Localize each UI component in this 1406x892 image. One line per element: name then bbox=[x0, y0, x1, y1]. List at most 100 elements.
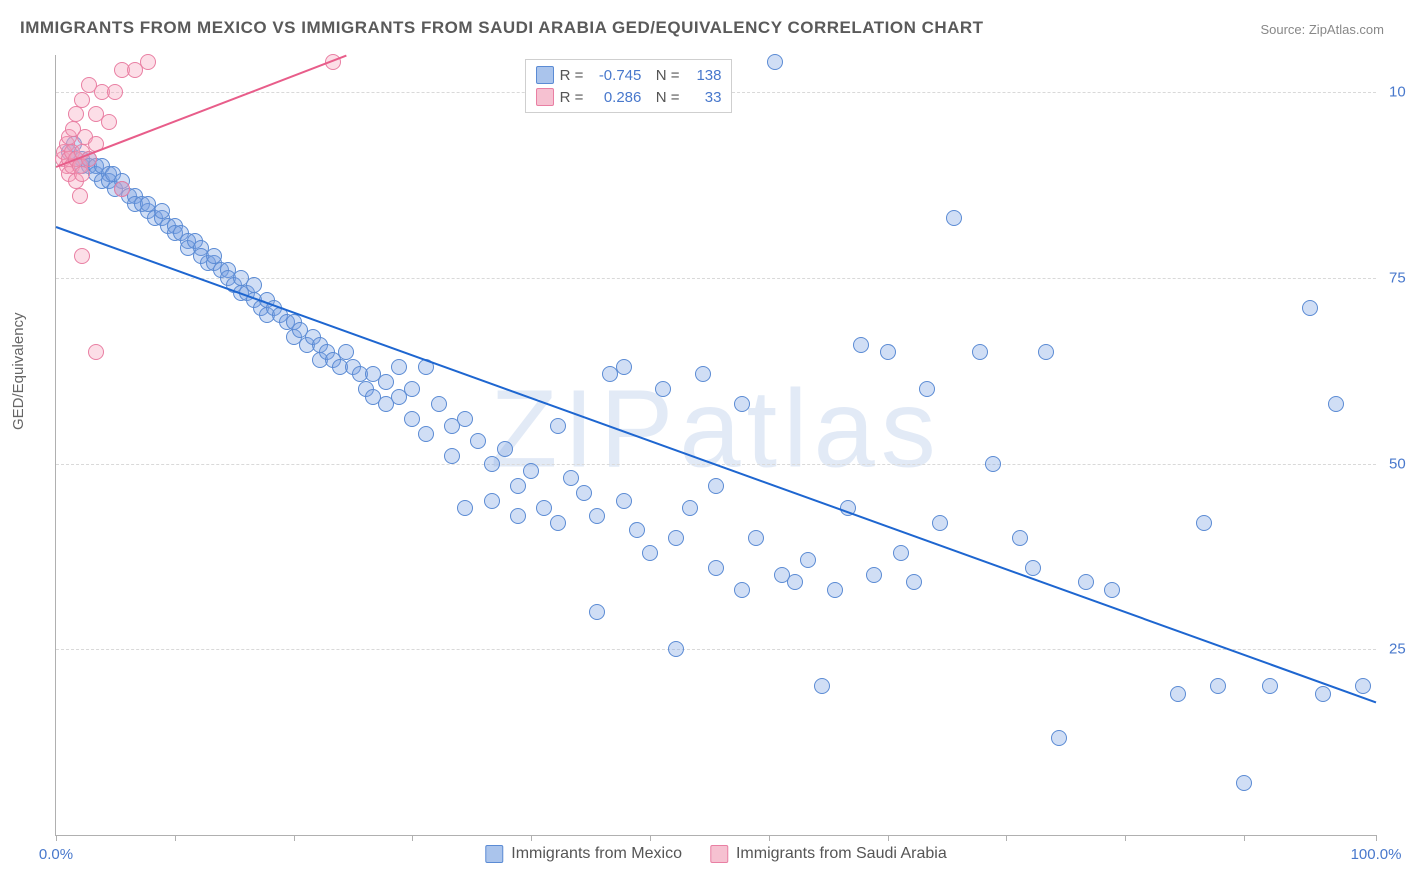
stats-row: R =-0.745 N =138 bbox=[536, 64, 722, 86]
data-point bbox=[827, 582, 843, 598]
x-tick bbox=[650, 835, 651, 841]
data-point bbox=[391, 359, 407, 375]
x-tick bbox=[1006, 835, 1007, 841]
legend: Immigrants from Mexico Immigrants from Sa… bbox=[485, 845, 946, 863]
data-point bbox=[708, 560, 724, 576]
data-point bbox=[1025, 560, 1041, 576]
x-tick bbox=[531, 835, 532, 841]
source-prefix: Source: bbox=[1260, 22, 1308, 37]
stats-n-label: N = bbox=[647, 67, 679, 84]
data-point bbox=[1012, 530, 1028, 546]
data-point bbox=[734, 396, 750, 412]
data-point bbox=[563, 470, 579, 486]
data-point bbox=[1104, 582, 1120, 598]
x-tick bbox=[1376, 835, 1377, 841]
y-tick-label: 25.0% bbox=[1381, 641, 1406, 658]
data-point bbox=[616, 359, 632, 375]
data-point bbox=[1051, 730, 1067, 746]
data-point bbox=[946, 210, 962, 226]
data-point bbox=[866, 567, 882, 583]
data-point bbox=[682, 500, 698, 516]
stats-row: R = 0.286 N = 33 bbox=[536, 86, 722, 108]
source-credit: Source: ZipAtlas.com bbox=[1260, 22, 1384, 37]
data-point bbox=[154, 203, 170, 219]
data-point bbox=[1196, 515, 1212, 531]
data-point bbox=[536, 500, 552, 516]
data-point bbox=[1302, 300, 1318, 316]
x-tick-label: 100.0% bbox=[1351, 846, 1402, 863]
data-point bbox=[1236, 775, 1252, 791]
data-point bbox=[972, 344, 988, 360]
data-point bbox=[734, 582, 750, 598]
data-point bbox=[814, 678, 830, 694]
correlation-stats-box: R =-0.745 N =138R =0.286 N =33 bbox=[525, 59, 733, 113]
y-axis-label: GED/Equivalency bbox=[10, 312, 27, 430]
data-point bbox=[616, 493, 632, 509]
legend-label: Immigrants from Saudi Arabia bbox=[736, 845, 947, 863]
data-point bbox=[880, 344, 896, 360]
data-point bbox=[74, 248, 90, 264]
data-point bbox=[74, 166, 90, 182]
chart-title: IMMIGRANTS FROM MEXICO VS IMMIGRANTS FRO… bbox=[20, 18, 984, 38]
stats-n-value: 33 bbox=[685, 89, 721, 106]
data-point bbox=[893, 545, 909, 561]
x-tick bbox=[888, 835, 889, 841]
data-point bbox=[576, 485, 592, 501]
data-point bbox=[642, 545, 658, 561]
data-point bbox=[932, 515, 948, 531]
data-point bbox=[418, 426, 434, 442]
data-point bbox=[767, 54, 783, 70]
x-tick bbox=[1125, 835, 1126, 841]
y-tick-label: 50.0% bbox=[1381, 455, 1406, 472]
stats-n-label: N = bbox=[647, 89, 679, 106]
legend-swatch bbox=[485, 845, 503, 863]
data-point bbox=[629, 522, 645, 538]
data-point bbox=[497, 441, 513, 457]
gridline-h bbox=[56, 649, 1376, 650]
x-tick bbox=[769, 835, 770, 841]
data-point bbox=[550, 418, 566, 434]
data-point bbox=[985, 456, 1001, 472]
data-point bbox=[1210, 678, 1226, 694]
data-point bbox=[550, 515, 566, 531]
data-point bbox=[107, 84, 123, 100]
y-tick-label: 100.0% bbox=[1381, 84, 1406, 101]
data-point bbox=[853, 337, 869, 353]
data-point bbox=[695, 366, 711, 382]
data-point bbox=[378, 374, 394, 390]
source-link[interactable]: ZipAtlas.com bbox=[1309, 22, 1384, 37]
data-point bbox=[470, 433, 486, 449]
stats-r-value: 0.286 bbox=[589, 89, 641, 106]
data-point bbox=[668, 641, 684, 657]
data-point bbox=[484, 493, 500, 509]
chart-plot-area: ZIPatlas 25.0%50.0%75.0%100.0%0.0%100.0%… bbox=[55, 55, 1376, 836]
data-point bbox=[510, 478, 526, 494]
data-point bbox=[114, 181, 130, 197]
data-point bbox=[101, 114, 117, 130]
stats-r-label: R = bbox=[560, 89, 584, 106]
data-point bbox=[74, 92, 90, 108]
data-point bbox=[1315, 686, 1331, 702]
data-point bbox=[1262, 678, 1278, 694]
data-point bbox=[1355, 678, 1371, 694]
legend-item: Immigrants from Saudi Arabia bbox=[710, 845, 947, 863]
data-point bbox=[68, 106, 84, 122]
stats-n-value: 138 bbox=[685, 67, 721, 84]
data-point bbox=[140, 54, 156, 70]
data-point bbox=[800, 552, 816, 568]
data-point bbox=[457, 411, 473, 427]
data-point bbox=[206, 248, 222, 264]
legend-item: Immigrants from Mexico bbox=[485, 845, 682, 863]
series-swatch bbox=[536, 66, 554, 84]
data-point bbox=[906, 574, 922, 590]
data-point bbox=[404, 411, 420, 427]
data-point bbox=[919, 381, 935, 397]
data-point bbox=[457, 500, 473, 516]
data-point bbox=[655, 381, 671, 397]
x-tick bbox=[412, 835, 413, 841]
data-point bbox=[484, 456, 500, 472]
data-point bbox=[72, 188, 88, 204]
data-point bbox=[1328, 396, 1344, 412]
data-point bbox=[1170, 686, 1186, 702]
data-point bbox=[338, 344, 354, 360]
